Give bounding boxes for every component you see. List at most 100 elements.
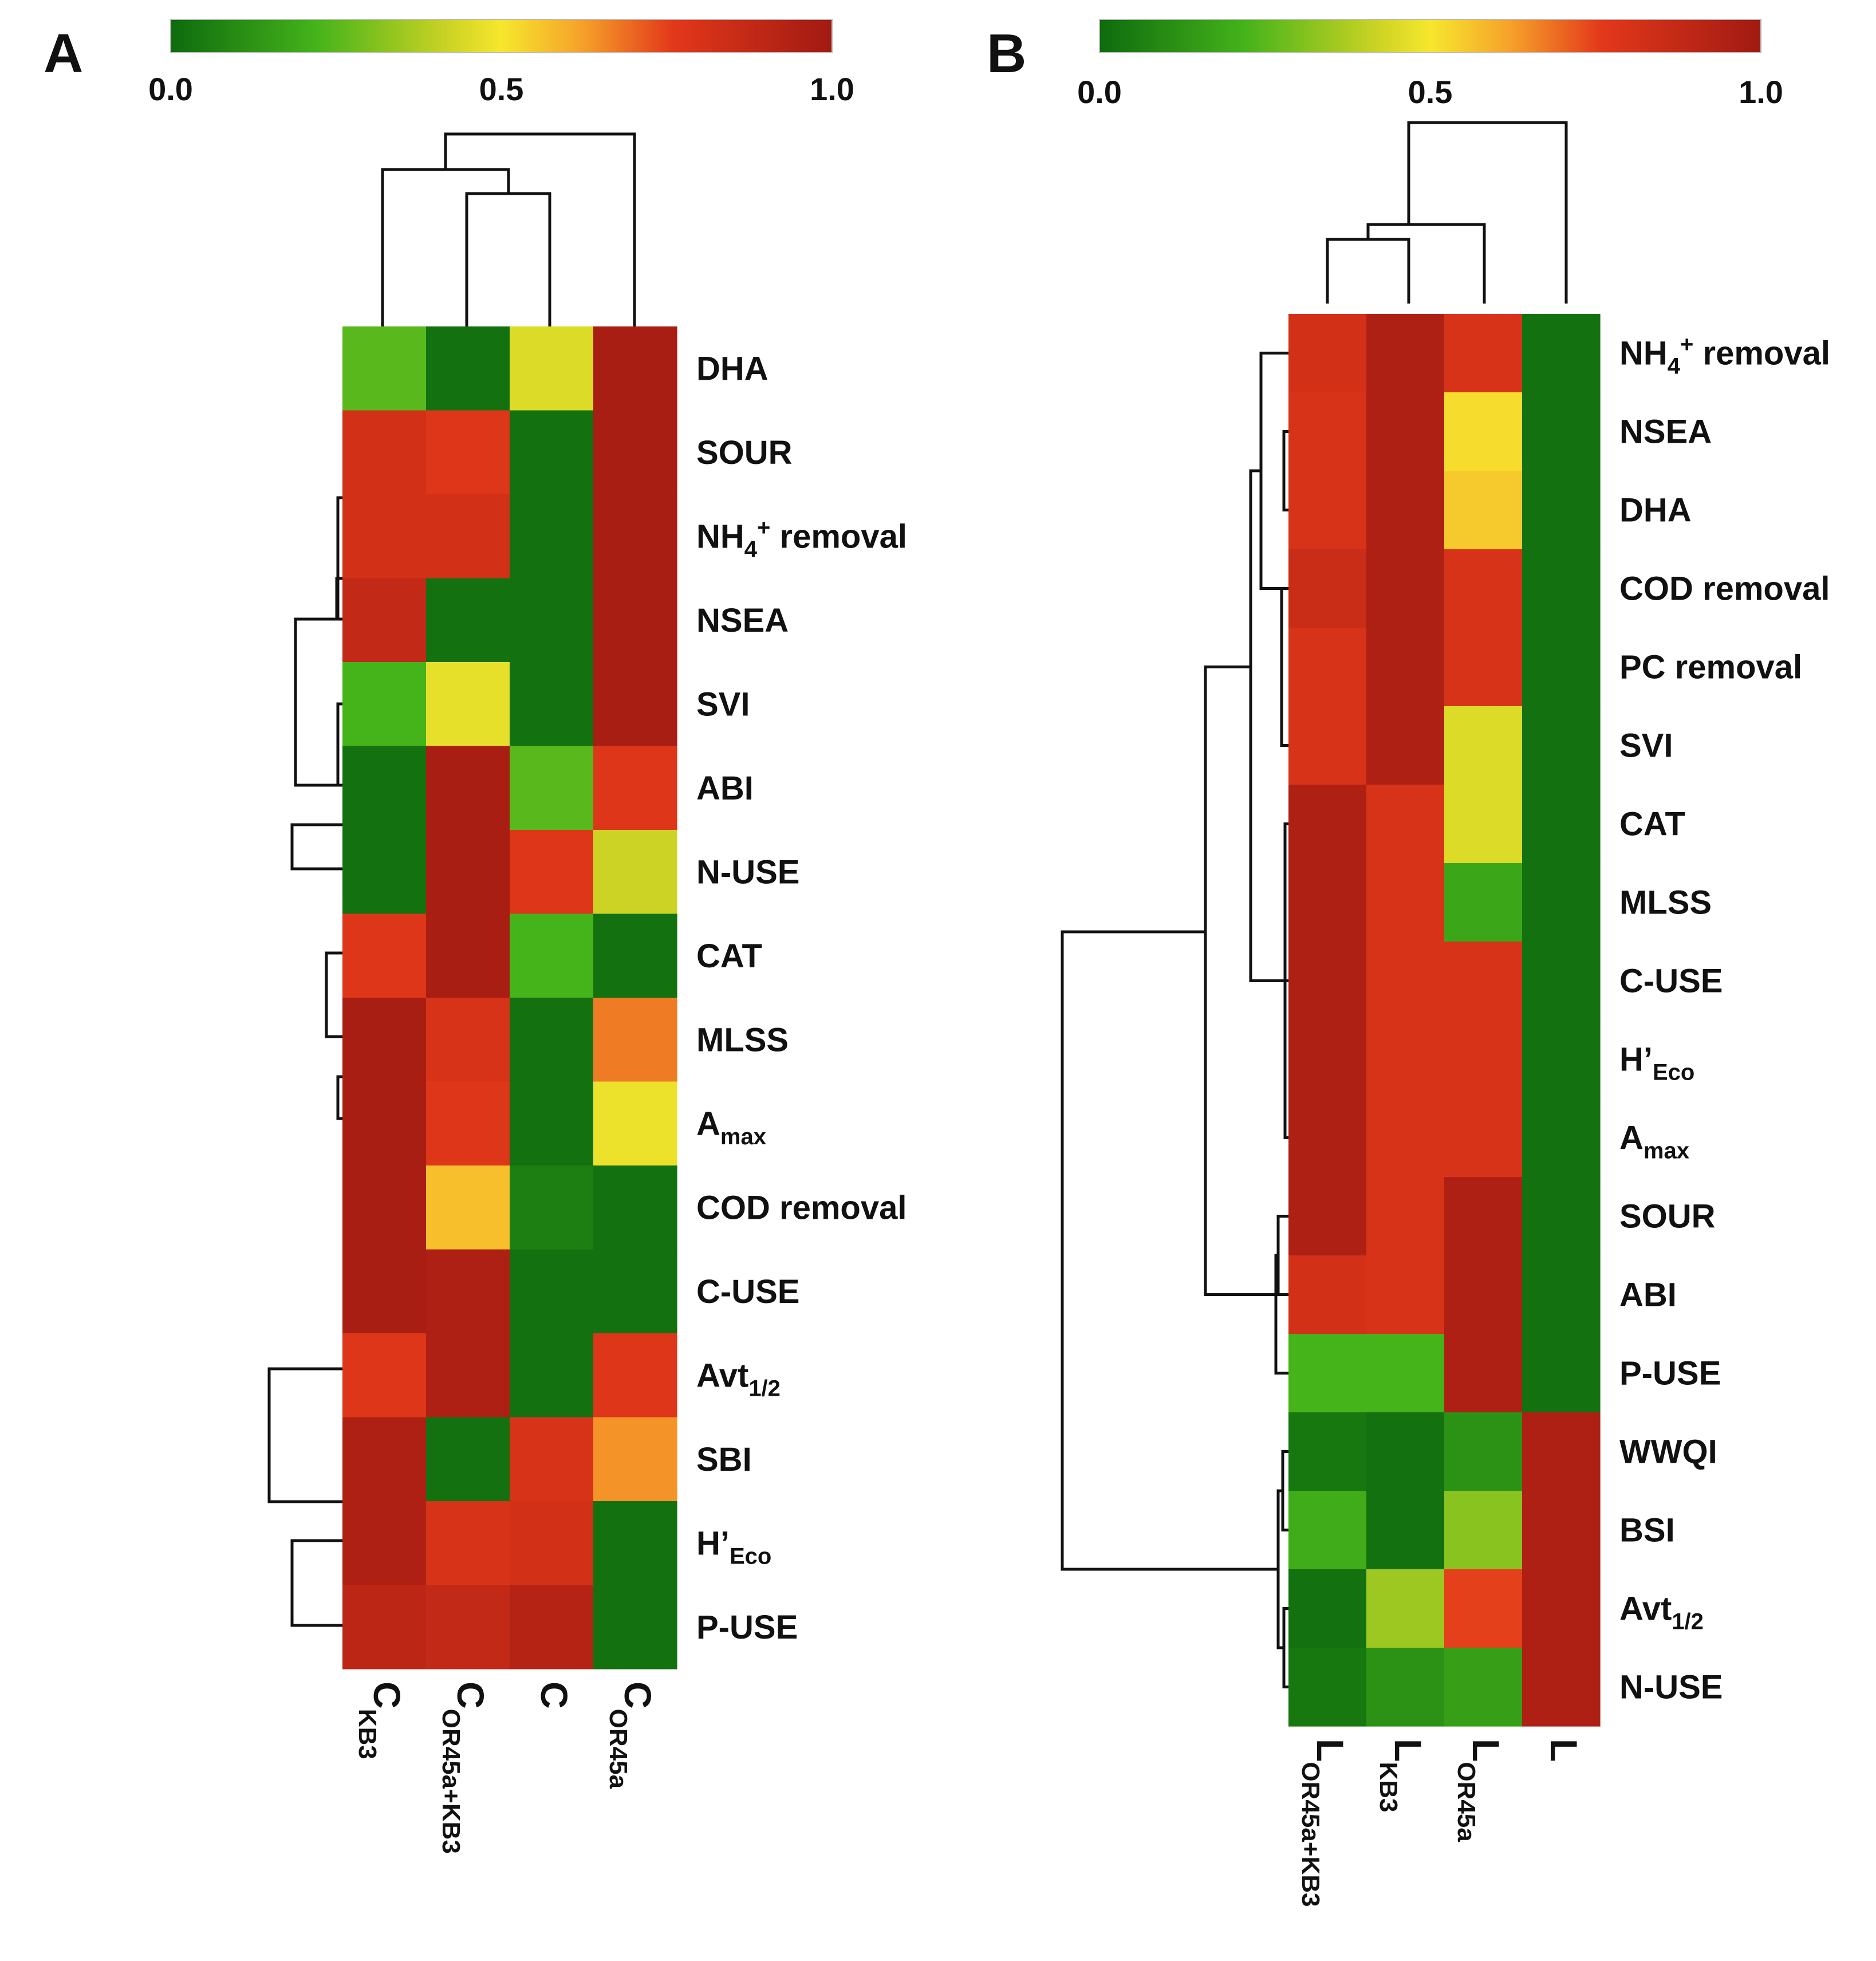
heatmap-cell	[1444, 1255, 1523, 1334]
heatmap-cell	[426, 326, 510, 411]
heatmap-cell	[593, 1165, 677, 1250]
row-label: WWQI	[1619, 1434, 1717, 1471]
heatmap-cell	[1288, 628, 1367, 707]
panel-a-colorbar	[170, 19, 833, 53]
heatmap-cell	[1366, 706, 1445, 785]
row-label: NSEA	[1619, 414, 1712, 451]
panel-a-colorbar-ticks: 0.0 0.5 1.0	[148, 71, 854, 107]
row-label: SVI	[1619, 727, 1673, 765]
heatmap-cell	[1288, 785, 1367, 864]
heatmap-cell	[426, 410, 510, 495]
row-label: DHA	[1619, 492, 1692, 529]
row-label: PC removal	[1619, 649, 1802, 686]
colorbar-tick-1: 0.5	[1408, 74, 1453, 110]
heatmap-cell	[1522, 942, 1601, 1021]
heatmap-cell	[1444, 1334, 1523, 1413]
heatmap-cell	[510, 326, 594, 411]
heatmap-cell	[1366, 392, 1445, 471]
heatmap-cell	[1522, 785, 1601, 864]
dendrogram-branch	[1274, 1254, 1288, 1375]
heatmap-cell	[1288, 392, 1367, 471]
dendrogram-branch	[1276, 1215, 1288, 1296]
row-label: NSEA	[696, 602, 789, 639]
heatmap-cell	[426, 494, 510, 579]
heatmap-cell	[426, 830, 510, 915]
heatmap-cell	[1288, 1255, 1367, 1334]
heatmap-cell	[1366, 1491, 1445, 1570]
column-label: L	[1543, 1739, 1585, 1762]
heatmap-cell	[510, 913, 594, 998]
colorbar-tick-0: 0.0	[1077, 74, 1122, 110]
row-label: BSI	[1619, 1512, 1675, 1549]
heatmap-cell	[1366, 942, 1445, 1021]
heatmap-cell	[342, 326, 427, 411]
heatmap-cell	[342, 662, 427, 747]
heatmap-cell	[1444, 1648, 1523, 1727]
heatmap-cell	[426, 913, 510, 998]
row-label: MLSS	[1619, 884, 1712, 922]
heatmap-cell	[426, 662, 510, 747]
heatmap-cell	[1288, 1569, 1367, 1648]
heatmap-cell	[593, 746, 677, 830]
dendrogram-branch	[1061, 930, 1278, 1571]
heatmap-cell	[1366, 863, 1445, 942]
heatmap-cell	[1522, 1177, 1601, 1256]
panel-b-colorbar	[1099, 19, 1761, 53]
heatmap-cell	[1444, 1020, 1523, 1099]
heatmap-cell	[1444, 1569, 1523, 1648]
panel-a-letter: A	[44, 23, 83, 84]
heatmap-cell	[1444, 549, 1523, 628]
heatmap-cell	[1288, 1491, 1367, 1570]
row-label: SVI	[696, 686, 750, 723]
row-label: COD removal	[1619, 570, 1830, 608]
heatmap-cell	[1522, 1648, 1601, 1727]
heatmap-cell	[510, 494, 594, 579]
heatmap-cell	[593, 998, 677, 1082]
dendrogram-branch	[1282, 430, 1288, 511]
heatmap-cell	[426, 1417, 510, 1502]
heatmap-cell	[1366, 1569, 1445, 1648]
heatmap-cell	[1288, 471, 1367, 550]
heatmap-cell	[510, 1417, 594, 1502]
row-label: C-USE	[696, 1273, 799, 1310]
heatmap-cell	[1366, 1098, 1445, 1178]
heatmap-cell	[342, 998, 427, 1082]
heatmap-cell	[510, 998, 594, 1082]
heatmap-cell	[593, 494, 677, 579]
heatmap-cell	[342, 1081, 427, 1166]
heatmap-cell	[342, 830, 427, 915]
row-label: Avt1/2	[696, 1357, 781, 1401]
row-label: N-USE	[696, 853, 799, 891]
panel-a-column-labels: CKB3 COR45a+KB3 C COR45a	[353, 1682, 659, 1854]
panel-a-column-dendrogram	[381, 132, 636, 326]
heatmap-cell	[510, 578, 594, 663]
heatmap-cell	[593, 326, 677, 411]
heatmap-cell	[593, 913, 677, 998]
column-label: LOR45a+KB3	[1296, 1739, 1351, 1907]
dendrogram-branch	[1283, 822, 1288, 1139]
heatmap-cell	[1366, 1334, 1445, 1413]
heatmap-cell	[1366, 549, 1445, 628]
heatmap-cell	[426, 746, 510, 830]
heatmap-cell	[593, 1501, 677, 1586]
heatmap-cell	[1444, 1412, 1523, 1491]
heatmap-cell	[426, 1333, 510, 1418]
heatmap-cell	[426, 1501, 510, 1586]
panel-b-heatmap	[1288, 314, 1601, 1727]
dendrogram-branch	[1282, 1607, 1288, 1688]
row-label: MLSS	[696, 1021, 789, 1058]
panel-a-row-labels: DHA SOUR NH4+ removal NSEA SVI ABI N-USE CAT MLS…	[696, 350, 907, 1646]
row-label: SBI	[696, 1441, 752, 1478]
row-label: C-USE	[1619, 963, 1723, 1000]
heatmap-cell	[593, 662, 677, 747]
colorbar-tick-0: 0.0	[148, 71, 193, 107]
heatmap-cell	[593, 410, 677, 495]
heatmap-cell	[593, 1081, 677, 1166]
heatmap-cell	[1444, 314, 1523, 393]
heatmap-cell	[593, 1249, 677, 1334]
heatmap-cell	[593, 1585, 677, 1669]
heatmap-cell	[342, 1417, 427, 1502]
dendrogram-branch	[1249, 469, 1288, 982]
heatmap-cell	[426, 1585, 510, 1669]
